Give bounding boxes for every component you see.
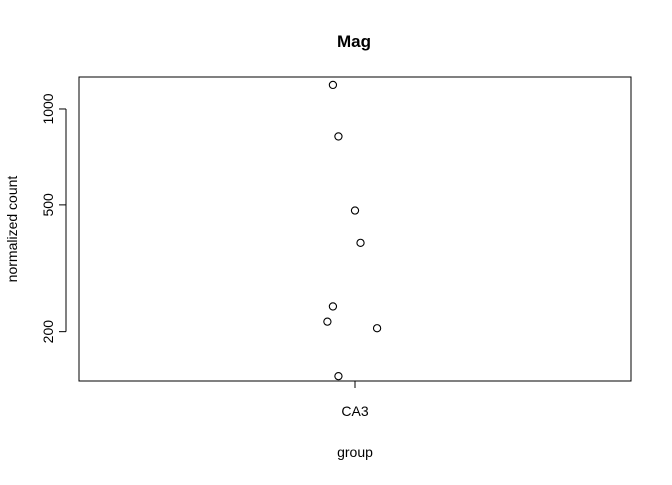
data-point [334, 132, 343, 141]
data-points [323, 80, 382, 381]
data-point [328, 302, 338, 311]
data-point [328, 80, 338, 90]
data-point [334, 371, 343, 381]
x-axis-ticks: CA3 [341, 381, 369, 419]
x-tick-label: CA3 [341, 403, 368, 419]
y-tick-label: 1000 [40, 93, 56, 124]
y-axis-ticks: 200 500 1000 [40, 93, 66, 343]
x-axis-label: group [337, 444, 373, 460]
y-tick-label: 500 [40, 193, 56, 217]
data-point [356, 238, 365, 247]
data-point [372, 324, 382, 333]
data-point [350, 206, 360, 215]
data-point [323, 317, 332, 326]
chart-title: Mag [337, 32, 371, 51]
y-axis-label: normalized count [4, 176, 20, 283]
y-tick-label: 200 [40, 320, 56, 344]
